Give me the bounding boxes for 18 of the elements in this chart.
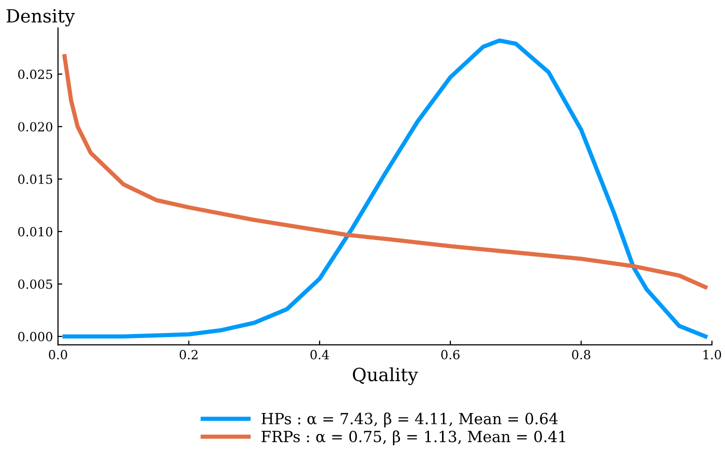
x-tick-label: 0.4: [310, 350, 329, 360]
y-axis-title: Density: [6, 9, 75, 26]
x-axis-title: Quality: [352, 367, 418, 386]
line-series: [62, 38, 708, 339]
y-tick-label: 0.000: [18, 332, 52, 342]
y-tick-label: 0.025: [18, 70, 52, 80]
y-tick-label: 0.015: [18, 174, 52, 184]
x-tick-label: 0.8: [572, 350, 590, 360]
legend-label: HPs : α = 7.43, β = 4.11, Mean = 0.64: [262, 412, 558, 428]
legend-label: FRPs : α = 0.75, β = 1.13, Mean = 0.41: [262, 430, 566, 446]
y-tick-label: 0.010: [18, 226, 52, 236]
x-tick-label: 0.2: [180, 350, 198, 360]
y-tick-label: 0.005: [18, 279, 52, 289]
y-tick-label: 0.020: [18, 122, 52, 132]
line-series: [62, 54, 708, 290]
x-tick-label: 0.6: [441, 350, 460, 360]
x-tick-label: 1.0: [704, 350, 722, 360]
x-tick-label: 0.0: [48, 350, 68, 360]
